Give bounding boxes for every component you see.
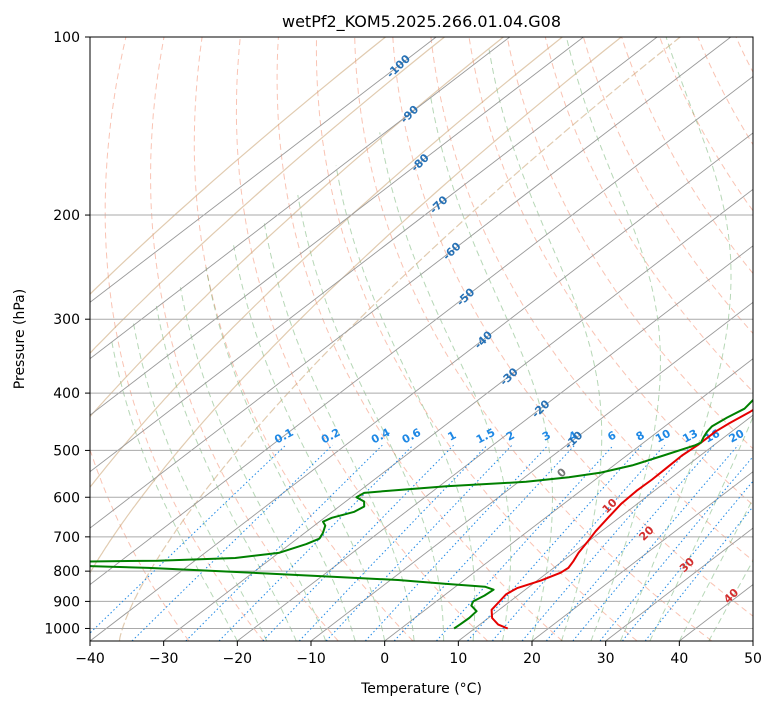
x-tick-label: 30 (597, 651, 615, 667)
dry-adiabat (193, 37, 414, 641)
x-tick-label: 50 (744, 651, 762, 667)
isotherm (310, 301, 753, 641)
isotherms (90, 37, 753, 641)
isotherm (384, 358, 753, 641)
isobars (90, 37, 753, 629)
plot-frame (89, 36, 754, 642)
mixing-ratio-line (218, 444, 414, 641)
mixing-ratio-line (364, 444, 549, 641)
x-tick-label: 10 (449, 651, 467, 667)
isotherm (90, 75, 753, 586)
x-tick-label: −20 (223, 651, 253, 667)
y-tick-label: 400 (53, 386, 80, 402)
isotherm (90, 132, 753, 641)
dry-adiabat (276, 37, 563, 641)
mixing-ratio-line (185, 444, 383, 641)
dry-adiabat (150, 37, 339, 641)
moist-adiabat (155, 305, 297, 641)
wetbulb-line (90, 37, 387, 295)
y-tick-label: 500 (53, 443, 80, 459)
mixing-ratio-line (298, 444, 488, 641)
x-tick-label: 40 (670, 651, 688, 667)
temperature-line (490, 408, 753, 630)
mixing-ratio-line (545, 444, 715, 641)
dewpoint-line (90, 398, 753, 630)
y-axis-title: Pressure (hPa) (12, 289, 28, 389)
moist-adiabat (619, 37, 732, 641)
mixing-ratio-lines (90, 444, 753, 641)
moist-adiabat (111, 339, 238, 641)
mixing-ratio-line (262, 444, 454, 641)
x-tick-label: 20 (523, 651, 541, 667)
isotherm (90, 37, 658, 473)
mixing-ratio-label: 10 (653, 427, 673, 446)
mixing-ratio-label: 25 (751, 427, 771, 446)
moist-adiabat (179, 287, 327, 641)
moist-adiabat (133, 323, 268, 641)
wetbulb-line (90, 37, 505, 418)
mixing-ratio-line (393, 444, 576, 641)
x-tick-label: −30 (149, 651, 179, 667)
x-axis: −40 −30 −20 −10 0 10 20 30 40 50 (75, 641, 762, 667)
plot-area: 0.10.20.40.611.52346810131620253036-100-… (90, 37, 771, 641)
x-axis-title: Temperature (°C) (360, 681, 482, 697)
dry-adiabats (90, 37, 753, 641)
y-tick-label: 100 (53, 30, 80, 46)
isotherm (605, 527, 753, 641)
y-axis: 100 200 300 400 500 600 700 800 900 1000 (44, 30, 90, 637)
dry-adiabat (468, 37, 753, 506)
mixing-ratio-label: 20 (727, 427, 747, 446)
mixing-ratio-line (436, 444, 614, 641)
isotherm (90, 37, 437, 303)
moist-adiabat (649, 415, 753, 641)
y-tick-label: 1000 (44, 621, 80, 637)
isotherm (531, 471, 753, 641)
dry-adiabat (430, 37, 753, 562)
dry-adiabat (392, 37, 753, 617)
isotherm (90, 37, 584, 416)
moist-adiabat (205, 267, 356, 641)
dry-adiabat (235, 37, 488, 641)
moist-adiabat (335, 165, 476, 641)
y-tick-label: 800 (53, 564, 80, 580)
isotherm (90, 37, 511, 360)
wetbulb-line (118, 37, 682, 641)
moist-adiabat (488, 49, 603, 641)
chart-title: wetPf2_KOM5.2025.266.01.04.G08 (282, 12, 561, 32)
dry-adiabat (90, 448, 190, 641)
mixing-ratio-label: 13 (680, 427, 700, 446)
isotherm (237, 245, 753, 641)
moist-adiabat (429, 94, 553, 641)
mixing-ratio-line (325, 444, 513, 641)
isotherm (163, 188, 753, 641)
mixing-ratio-line (521, 444, 693, 641)
y-tick-label: 300 (53, 312, 80, 328)
x-tick-label: −10 (296, 651, 326, 667)
dry-adiabat (354, 37, 713, 641)
x-tick-label: −40 (75, 651, 105, 667)
mixing-ratio-line (572, 444, 739, 641)
y-tick-label: 200 (53, 208, 80, 224)
y-tick-label: 700 (53, 530, 80, 546)
wetbulb-line (90, 37, 446, 354)
x-tick-label: 0 (380, 651, 389, 667)
isotherm (90, 37, 732, 529)
data-series (90, 398, 753, 630)
wetbulb-line (90, 37, 564, 489)
mixing-ratio-line (491, 444, 665, 641)
y-tick-label: 600 (53, 490, 80, 506)
y-tick-label: 900 (53, 594, 80, 610)
